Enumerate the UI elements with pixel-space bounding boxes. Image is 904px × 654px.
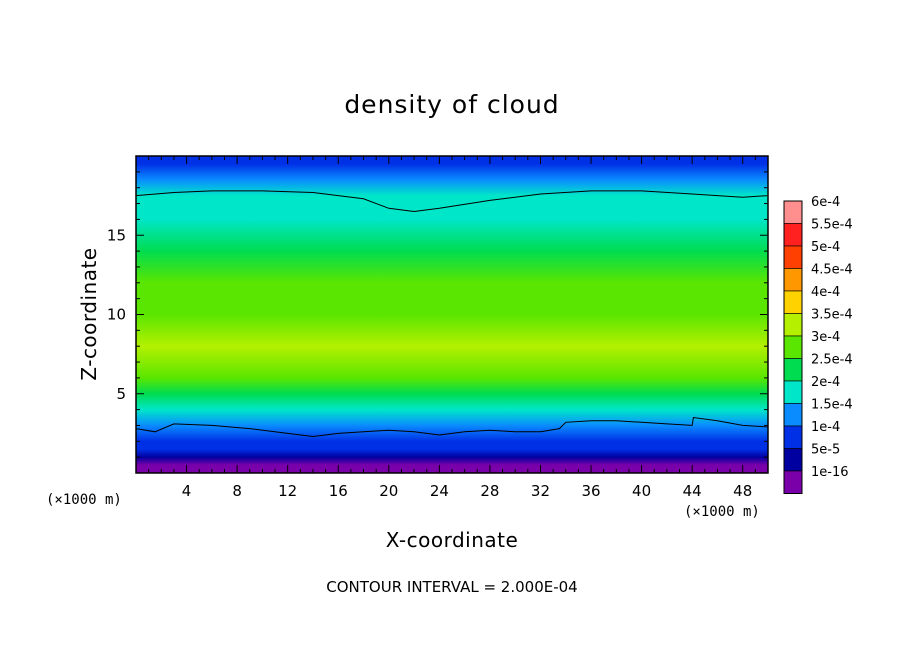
plot-area	[136, 156, 768, 473]
colorbar-label: 4e-4	[811, 285, 840, 300]
colorbar-label: 3e-4	[811, 330, 840, 345]
colorbar-label: 5.5e-4	[811, 218, 853, 233]
colorbar-swatch	[783, 425, 803, 449]
colorbar-label: 6e-4	[811, 195, 840, 210]
colorbar-swatch	[783, 223, 803, 247]
contour-interval-note: CONTOUR INTERVAL = 2.000E-04	[326, 578, 577, 596]
colorbar-swatch	[783, 380, 803, 404]
x-tick-label: 24	[430, 482, 449, 500]
colorbar-label: 2.5e-4	[811, 353, 853, 368]
colorbar-swatch	[783, 200, 803, 224]
y-tick-label: 5	[116, 385, 126, 403]
x-tick-label: 48	[733, 482, 752, 500]
y-tick-label: 10	[107, 306, 126, 324]
colorbar-swatch	[783, 268, 803, 292]
contour-line-1	[136, 190, 768, 213]
colorbar-label: 2e-4	[811, 375, 840, 390]
contour-line-2	[136, 416, 768, 438]
y-axis-label: Z-coordinate	[77, 247, 101, 380]
x-tick-label: 36	[581, 482, 600, 500]
x-tick-label: 20	[379, 482, 398, 500]
colorbar-swatch	[783, 358, 803, 382]
colorbar-label: 3.5e-4	[811, 308, 853, 323]
x-unit-label-left: (×1000 m)	[46, 492, 122, 508]
colorbar-swatch	[783, 448, 803, 472]
colorbar-label: 1e-16	[811, 465, 849, 480]
colorbar-label: 4.5e-4	[811, 263, 853, 278]
colorbar-swatch	[783, 290, 803, 314]
chart-title: density of cloud	[344, 90, 559, 119]
x-tick-label: 8	[232, 482, 242, 500]
colorbar-swatch	[783, 403, 803, 427]
colorbar-swatch	[783, 313, 803, 337]
x-tick-label: 40	[632, 482, 651, 500]
colorbar-label: 5e-4	[811, 240, 840, 255]
colorbar-swatch	[783, 470, 803, 494]
colorbar-label: 5e-5	[811, 443, 840, 458]
colorbar-label: 1e-4	[811, 420, 840, 435]
x-axis-label: X-coordinate	[386, 528, 519, 552]
x-tick-label: 44	[683, 482, 702, 500]
x-unit-label-right: (×1000 m)	[684, 504, 760, 520]
colorbar: 6e-4 5.5e-4 5e-4 4.5e-4 4e-4 3.5e-4 3e-4 2.5e-4…	[783, 195, 853, 494]
colorbar-swatch	[783, 245, 803, 269]
x-tick-label: 28	[480, 482, 499, 500]
x-tick-label: 4	[182, 482, 192, 500]
x-tick-label: 16	[329, 482, 348, 500]
y-tick-label: 15	[107, 226, 126, 244]
colorbar-swatch	[783, 335, 803, 359]
colorbar-frame	[783, 200, 803, 494]
x-tick-label: 12	[278, 482, 297, 500]
colorbar-label: 1.5e-4	[811, 398, 853, 413]
x-tick-label: 32	[531, 482, 550, 500]
density-field	[136, 156, 768, 473]
